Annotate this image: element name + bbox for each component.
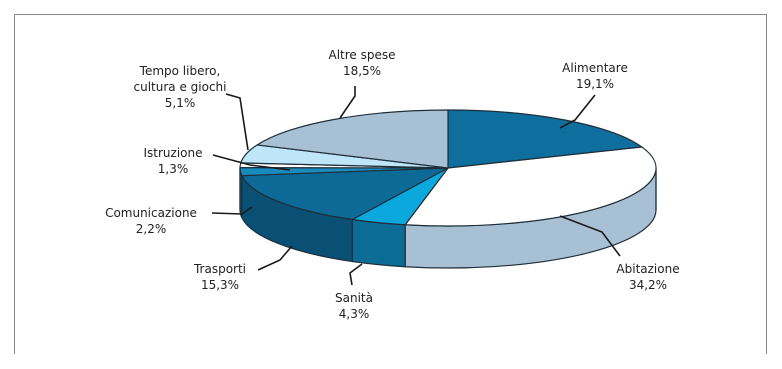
leader-tempo-libero-cultura-e-giochi — [225, 93, 249, 151]
value-trasporti: 15,3% — [201, 278, 239, 292]
value-tempo-libero-cultura-e-giochi: 5,1% — [165, 96, 196, 110]
value-altre-spese: 18,5% — [343, 64, 381, 78]
chart-frame — [14, 14, 767, 354]
label-istruzione: Istruzione — [144, 146, 203, 160]
leader-comunicazione — [211, 206, 253, 215]
pie-tops-layer — [239, 109, 657, 227]
pie-slice-trasporti — [241, 167, 449, 221]
leader-altre-spese — [339, 86, 356, 119]
pie-slice-altre-spese — [256, 109, 449, 169]
pie-side-sanita — [351, 218, 406, 268]
leader-lines-layer — [211, 86, 621, 286]
leader-alimentare — [559, 94, 596, 129]
leader-trasporti — [257, 245, 293, 271]
pie-slice-abitazione — [404, 146, 657, 227]
label-sanita: Sanità — [335, 291, 373, 305]
value-sanita: 4,3% — [339, 307, 370, 321]
leader-istruzione — [212, 154, 291, 171]
pie-slice-alimentare — [447, 109, 643, 169]
leader-abitazione — [559, 215, 621, 257]
value-comunicazione: 2,2% — [136, 222, 167, 236]
labels-layer: Alimentare 19,1% Abitazione 34,2% Sanità 4,3%… — [105, 48, 680, 321]
value-alimentare: 19,1% — [576, 77, 614, 91]
label-tempo-libero-cultura-e-giochi-line-1: Tempo libero, — [139, 64, 221, 78]
label-alimentare: Alimentare — [562, 61, 628, 75]
leader-sanita — [349, 263, 363, 286]
label-trasporti: Trasporti — [193, 262, 246, 276]
label-tempo-libero-cultura-e-giochi-line-2: cultura e giochi — [134, 80, 227, 94]
label-altre-spese: Altre spese — [328, 48, 395, 62]
value-istruzione: 1,3% — [158, 162, 189, 176]
label-abitazione: Abitazione — [616, 262, 679, 276]
label-comunicazione: Comunicazione — [105, 206, 197, 220]
value-abitazione: 34,2% — [629, 278, 667, 292]
